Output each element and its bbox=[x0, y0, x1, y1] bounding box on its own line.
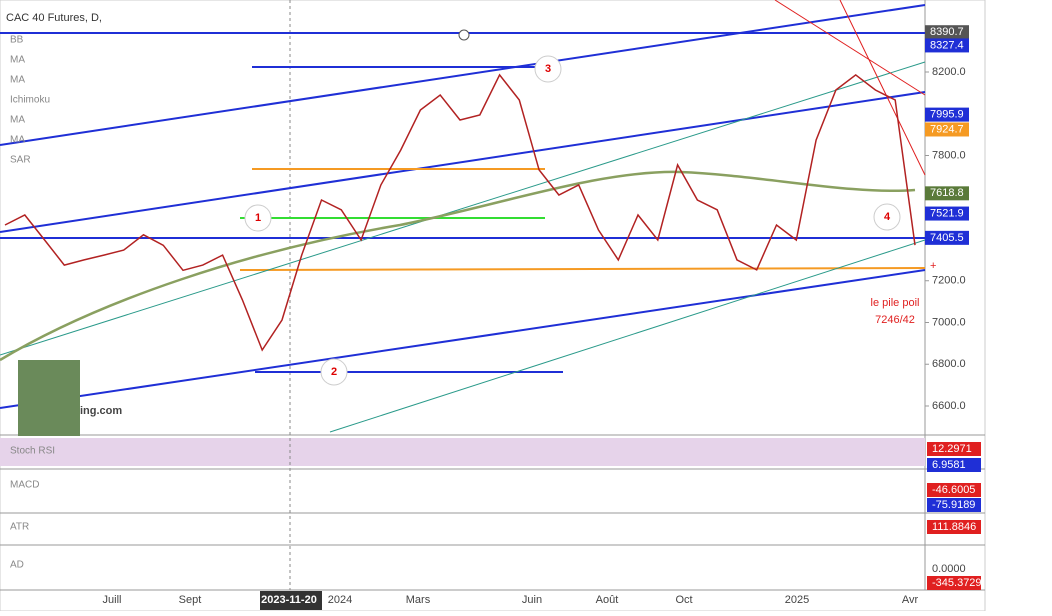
price-tag-label: 8390.7 bbox=[930, 26, 964, 38]
y-tick-label: 7000.0 bbox=[932, 316, 966, 328]
price-tag bbox=[925, 206, 969, 221]
price-tag-label: 8327.4 bbox=[930, 39, 964, 51]
indicator-label: MA bbox=[10, 55, 25, 66]
pane-label: AD bbox=[10, 560, 24, 571]
pane-tag bbox=[927, 442, 981, 456]
indicator-label: MA bbox=[10, 135, 25, 146]
annotation: 2 bbox=[331, 366, 337, 378]
ma200 bbox=[0, 170, 916, 362]
indicator-label: MA bbox=[10, 75, 25, 86]
price-tag-label: 7924.7 bbox=[930, 123, 964, 135]
price-tag bbox=[925, 186, 969, 201]
hline bbox=[239, 267, 926, 271]
price-tag bbox=[925, 38, 969, 53]
x-tick-label: Juin bbox=[522, 594, 542, 606]
y-tick-label: 8200.0 bbox=[932, 66, 966, 78]
y-tick-label: 6800.0 bbox=[932, 358, 966, 370]
pane-tag bbox=[927, 458, 981, 472]
price-tag bbox=[925, 107, 969, 122]
y-tick-label: 7200.0 bbox=[932, 275, 966, 287]
channel bbox=[0, 4, 926, 146]
date-highlight bbox=[260, 591, 322, 610]
pane-tag-label: 111.8846 bbox=[932, 521, 976, 533]
annotation-circle bbox=[320, 358, 348, 386]
trend bbox=[774, 0, 926, 96]
price-tag bbox=[925, 25, 969, 40]
note: le pile poil bbox=[871, 297, 920, 309]
title: CAC 40 Futures, D, bbox=[6, 12, 102, 24]
pane-tag-label: -75.9189 bbox=[932, 499, 975, 511]
y-tick-label: 7800.0 bbox=[932, 149, 966, 161]
annotation: 1 bbox=[255, 212, 261, 224]
x-tick-label: 2024 bbox=[328, 594, 352, 606]
pane-tag bbox=[927, 520, 981, 534]
price-tag bbox=[925, 230, 969, 245]
channel bbox=[0, 91, 926, 233]
annotation-circle bbox=[534, 55, 562, 83]
note: 7246/42 bbox=[875, 314, 915, 326]
pane-tag-label: 6.9581 bbox=[932, 459, 966, 471]
pane-tag-label: -345.3729 bbox=[932, 577, 982, 589]
price-tag bbox=[925, 122, 969, 137]
indicator-label: Ichimoku bbox=[10, 95, 50, 106]
annotation-circle bbox=[244, 204, 272, 232]
price-line bbox=[4, 73, 916, 352]
annotation: 3 bbox=[545, 63, 551, 75]
pane-tag bbox=[927, 576, 981, 590]
frame bbox=[0, 0, 986, 612]
pane-tag bbox=[927, 483, 981, 497]
channel bbox=[0, 269, 926, 409]
price-tag-label: 7995.9 bbox=[930, 109, 964, 121]
y-tick-label: 6600.0 bbox=[932, 400, 966, 412]
x-tick-label: 2023-11-20 bbox=[261, 594, 317, 606]
trend bbox=[0, 61, 926, 356]
pane-label: MACD bbox=[10, 480, 39, 491]
x-tick-label: Avr bbox=[902, 594, 919, 606]
cross: + bbox=[930, 260, 936, 272]
pane-tag-label: 0.0000 bbox=[932, 563, 966, 575]
stoch-band bbox=[0, 438, 925, 466]
price-tag-label: 7618.8 bbox=[930, 187, 964, 199]
pane-label: Stoch RSI bbox=[10, 446, 55, 457]
indicator-label: SAR bbox=[10, 155, 31, 166]
handle bbox=[458, 29, 470, 41]
price-tag-label: 7521.9 bbox=[930, 207, 964, 219]
pane-tag-label: -46.6005 bbox=[932, 484, 975, 496]
price-tag-label: 7405.5 bbox=[930, 232, 964, 244]
annotation-circle bbox=[873, 203, 901, 231]
x-tick-label: Juill bbox=[103, 594, 122, 606]
pane-label: ATR bbox=[10, 522, 29, 533]
indicator-label: BB bbox=[10, 35, 24, 46]
x-tick-label: Sept bbox=[179, 594, 202, 606]
x-tick-label: Mars bbox=[406, 594, 431, 606]
avatar bbox=[18, 360, 80, 436]
x-tick-label: Oct bbox=[675, 594, 692, 606]
trend bbox=[329, 239, 926, 433]
x-tick-label: Août bbox=[596, 594, 619, 606]
indicator-label: MA bbox=[10, 115, 25, 126]
annotation: 4 bbox=[884, 211, 891, 223]
trend bbox=[839, 0, 926, 176]
watermark: ing.com bbox=[80, 405, 122, 417]
x-tick-label: 2025 bbox=[785, 594, 809, 606]
pane-tag-label: 12.2971 bbox=[932, 443, 972, 455]
pane-tag bbox=[927, 498, 981, 512]
